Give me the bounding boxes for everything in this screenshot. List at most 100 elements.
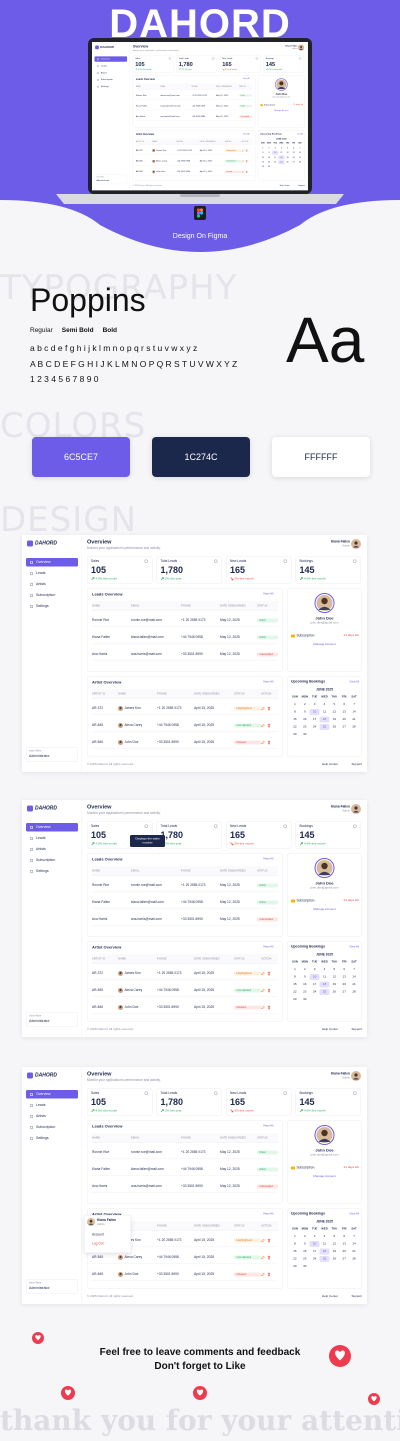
- footer-link[interactable]: Support: [351, 763, 362, 766]
- calendar-day[interactable]: 4: [323, 1235, 326, 1238]
- calendar-day[interactable]: 7: [353, 703, 355, 706]
- calendar-day[interactable]: 18: [278, 155, 285, 160]
- edit-icon[interactable]: [261, 988, 265, 993]
- calendar-day[interactable]: 21: [298, 156, 301, 159]
- manage-account-link[interactable]: Manage Account: [313, 1175, 336, 1178]
- calendar-day[interactable]: 30: [267, 165, 271, 168]
- delete-icon[interactable]: [267, 1005, 271, 1009]
- edit-icon[interactable]: [241, 149, 245, 152]
- calendar-day[interactable]: 3: [313, 703, 316, 706]
- manage-account-link[interactable]: Manage Account: [313, 908, 336, 911]
- footer-link[interactable]: Support: [298, 184, 305, 187]
- calendar-day[interactable]: 3: [313, 1235, 316, 1238]
- calendar-day[interactable]: 30: [303, 1265, 307, 1268]
- edit-icon[interactable]: [261, 971, 265, 976]
- calendar-day[interactable]: 25: [278, 160, 285, 165]
- calendar-day[interactable]: 28: [352, 1257, 356, 1261]
- calendar-day[interactable]: 22: [261, 161, 264, 164]
- calendar-day[interactable]: 6: [293, 147, 295, 150]
- edit-icon[interactable]: [261, 723, 265, 728]
- nav-item[interactable]: Subscription: [100, 78, 113, 81]
- view-all-link[interactable]: View All: [263, 1212, 274, 1216]
- calendar-day[interactable]: 11: [322, 975, 327, 979]
- nav-item[interactable]: Subscription: [36, 1125, 56, 1130]
- nav-item[interactable]: Overview: [94, 56, 128, 62]
- calendar-day[interactable]: 27: [342, 725, 346, 729]
- footer-link[interactable]: Help Center: [321, 763, 338, 766]
- nav-item[interactable]: Settings: [36, 869, 49, 874]
- calendar-day[interactable]: 11: [322, 710, 327, 714]
- calendar-day[interactable]: 14: [298, 151, 301, 154]
- calendar-day[interactable]: 30: [303, 998, 307, 1001]
- view-all-link[interactable]: View All: [263, 945, 274, 949]
- calendar-day[interactable]: 21: [352, 1250, 356, 1253]
- calendar-day[interactable]: 29: [293, 733, 297, 736]
- delete-icon[interactable]: [267, 1255, 271, 1259]
- calendar-day[interactable]: 29: [293, 1265, 297, 1268]
- calendar-day[interactable]: 20: [342, 983, 346, 986]
- calendar-day[interactable]: 2: [268, 147, 270, 150]
- calendar-day[interactable]: 15: [261, 156, 264, 159]
- calendar-day[interactable]: 18: [319, 1248, 330, 1255]
- calendar-day[interactable]: 24: [274, 161, 277, 164]
- calendar-day[interactable]: 27: [292, 161, 295, 164]
- view-all-link[interactable]: View All: [263, 1124, 274, 1128]
- nav-item[interactable]: Subscription: [36, 593, 56, 598]
- calendar-day[interactable]: 25: [319, 724, 330, 730]
- calendar-day[interactable]: 7: [299, 147, 301, 150]
- nav-item[interactable]: Overview: [26, 1090, 78, 1099]
- manage-account-link[interactable]: Manage Account: [313, 643, 336, 646]
- calendar-day[interactable]: 8: [294, 1242, 296, 1246]
- calendar-day[interactable]: 3: [274, 147, 276, 150]
- delete-icon[interactable]: [267, 723, 271, 727]
- calendar-day[interactable]: 26: [332, 990, 337, 994]
- role-box[interactable]: [26, 1279, 78, 1294]
- calendar-day[interactable]: 6: [343, 968, 346, 971]
- delete-icon[interactable]: [267, 971, 271, 975]
- calendar-day[interactable]: 19: [332, 983, 337, 986]
- calendar-day[interactable]: 8: [294, 710, 296, 714]
- calendar-day[interactable]: 26: [332, 1257, 337, 1261]
- calendar-day[interactable]: 18: [319, 716, 330, 723]
- calendar-day[interactable]: 23: [303, 1257, 307, 1261]
- calendar-day[interactable]: 14: [352, 710, 356, 714]
- calendar-day[interactable]: 7: [353, 1235, 355, 1238]
- edit-icon[interactable]: [241, 159, 245, 163]
- edit-icon[interactable]: [261, 740, 265, 745]
- calendar-day[interactable]: 5: [287, 147, 289, 150]
- calendar-day[interactable]: 11: [322, 1242, 327, 1246]
- nav-item[interactable]: Leads: [36, 836, 46, 841]
- delete-icon[interactable]: [267, 706, 271, 710]
- nav-item[interactable]: Leads: [36, 1103, 46, 1108]
- footer-link[interactable]: Support: [351, 1028, 362, 1031]
- calendar-day[interactable]: 9: [303, 975, 306, 979]
- view-all-link[interactable]: View All: [263, 592, 274, 596]
- calendar-day[interactable]: 6: [343, 1235, 346, 1238]
- menu-item[interactable]: Account: [92, 1233, 104, 1237]
- edit-icon[interactable]: [241, 170, 245, 173]
- view-all-link[interactable]: View All: [242, 77, 250, 80]
- calendar-day[interactable]: 2: [303, 703, 306, 706]
- calendar-day[interactable]: 29: [293, 998, 297, 1001]
- manage-account-link[interactable]: Manage Account: [274, 109, 289, 112]
- nav-item[interactable]: Overview: [26, 558, 78, 567]
- calendar-day[interactable]: 14: [352, 1242, 356, 1246]
- calendar-day[interactable]: 4: [323, 703, 326, 706]
- view-all-link[interactable]: View All: [263, 857, 274, 861]
- menu-item[interactable]: Log Out: [92, 1242, 104, 1246]
- footer-link[interactable]: Help Center: [321, 1295, 338, 1298]
- calendar-day[interactable]: 2: [303, 968, 306, 971]
- delete-icon[interactable]: [245, 170, 248, 173]
- calendar-day[interactable]: 26: [286, 161, 289, 164]
- calendar-day[interactable]: 2: [303, 1235, 306, 1238]
- edit-icon[interactable]: [261, 1238, 265, 1243]
- calendar-day[interactable]: 18: [319, 981, 330, 988]
- calendar-day[interactable]: 9: [268, 151, 270, 154]
- calendar-day[interactable]: 23: [303, 990, 307, 994]
- delete-icon[interactable]: [267, 1238, 271, 1242]
- calendar-day[interactable]: 17: [312, 718, 317, 721]
- edit-icon[interactable]: [261, 1272, 265, 1277]
- role-box[interactable]: [26, 1012, 78, 1027]
- view-all-link[interactable]: View All: [263, 680, 274, 684]
- calendar-day[interactable]: 27: [342, 990, 346, 994]
